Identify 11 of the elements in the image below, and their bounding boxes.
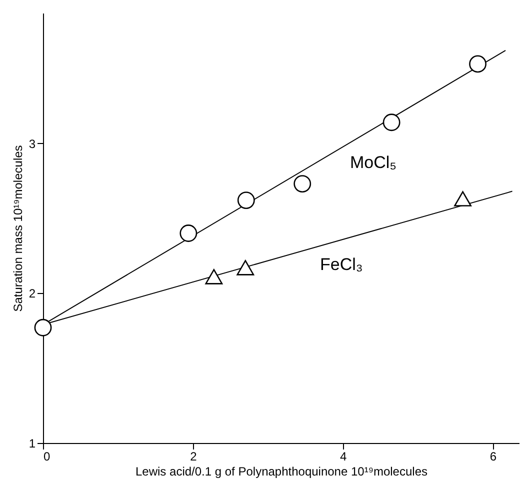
y-tick-label: 2 bbox=[28, 286, 36, 301]
x-tick-label: 0 bbox=[44, 450, 50, 464]
x-axis-title: Lewis acid/0.1 g of Polynaphthoquinone 10¹⁹molecules bbox=[136, 464, 428, 478]
x-tick-label: 6 bbox=[490, 450, 497, 464]
annotation: FeCl₃ bbox=[320, 255, 363, 274]
x-tick-label: 2 bbox=[190, 450, 198, 464]
y-axis-title: Saturation mass 10¹⁹molecules bbox=[10, 145, 25, 312]
x-tick-label: 4 bbox=[340, 450, 347, 464]
y-tick-label: 3 bbox=[28, 136, 36, 151]
annotation: MoCl₅ bbox=[350, 153, 397, 172]
y-tick-label: 1 bbox=[28, 436, 36, 450]
